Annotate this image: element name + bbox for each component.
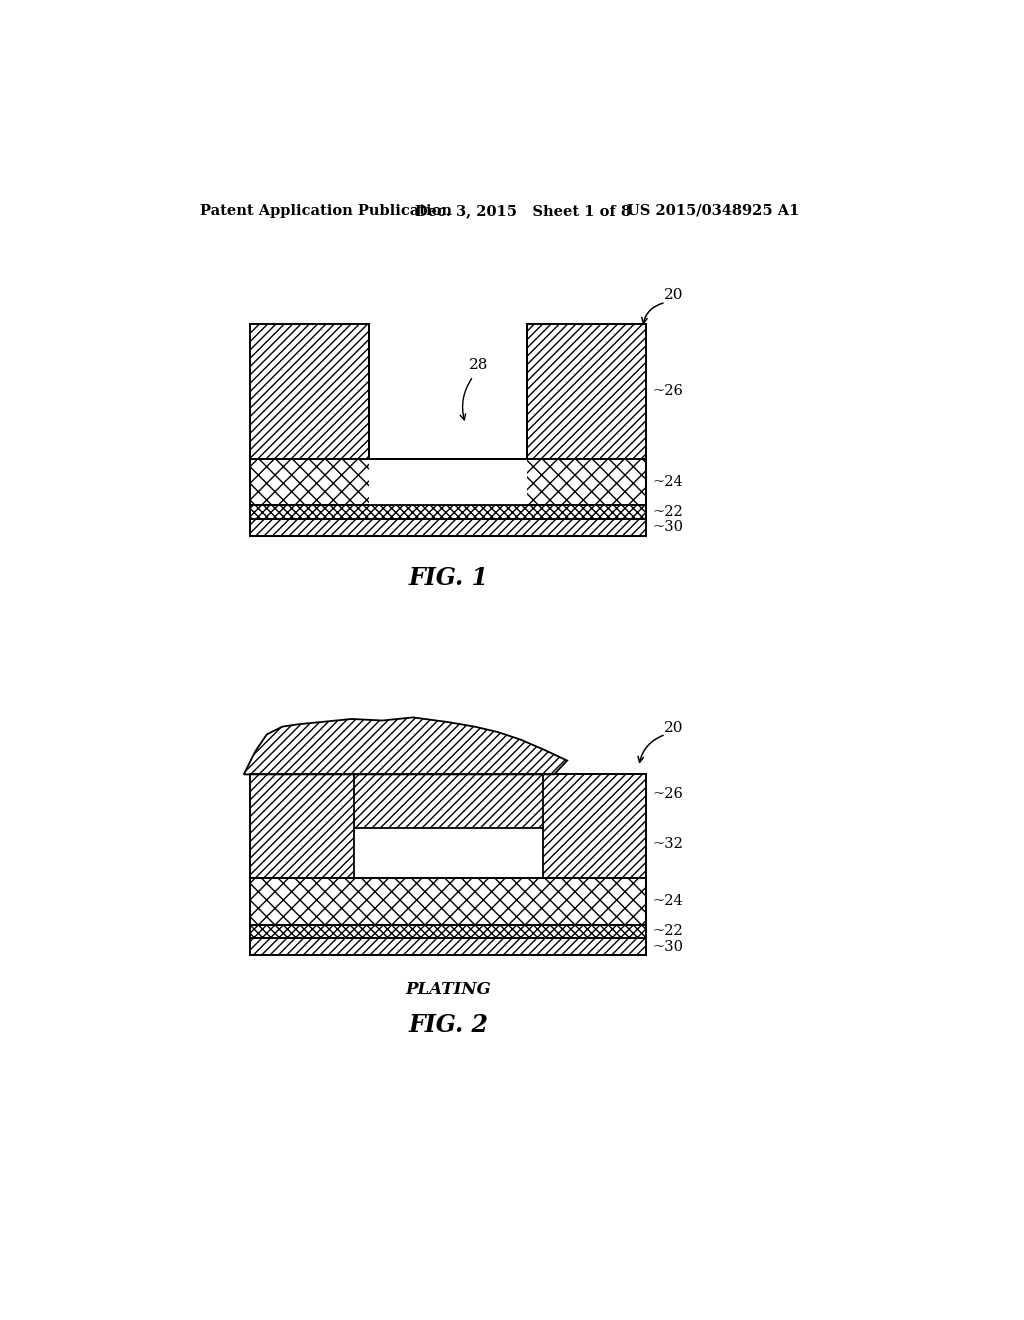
Text: FIG. 2: FIG. 2 bbox=[409, 1012, 488, 1036]
Bar bbox=[250, 775, 646, 878]
Text: ~30: ~30 bbox=[652, 940, 684, 954]
Bar bbox=[250, 519, 646, 536]
Polygon shape bbox=[244, 718, 567, 775]
Text: ~22: ~22 bbox=[652, 504, 683, 519]
Text: ~24: ~24 bbox=[652, 475, 683, 488]
Text: 36: 36 bbox=[281, 733, 299, 747]
Text: ~26: ~26 bbox=[652, 384, 683, 399]
Text: 20: 20 bbox=[665, 721, 684, 735]
Text: ~24: ~24 bbox=[652, 895, 683, 908]
Text: ~26: ~26 bbox=[652, 787, 683, 801]
Bar bbox=[250, 939, 646, 956]
Text: Dec. 3, 2015   Sheet 1 of 8: Dec. 3, 2015 Sheet 1 of 8 bbox=[416, 203, 632, 218]
Bar bbox=[250, 323, 370, 459]
Text: US 2015/0348925 A1: US 2015/0348925 A1 bbox=[628, 203, 800, 218]
Bar bbox=[250, 506, 646, 519]
Text: 28: 28 bbox=[469, 358, 488, 372]
Bar bbox=[370, 459, 527, 506]
Bar bbox=[250, 924, 646, 939]
Text: ~30: ~30 bbox=[652, 520, 684, 535]
Text: FIG. 1: FIG. 1 bbox=[409, 566, 488, 590]
Text: PLATING: PLATING bbox=[406, 982, 492, 998]
Text: 34: 34 bbox=[431, 727, 450, 742]
Bar bbox=[250, 878, 646, 924]
Text: 20: 20 bbox=[665, 289, 684, 302]
Bar bbox=[354, 829, 543, 878]
Bar bbox=[250, 459, 646, 506]
Bar bbox=[527, 323, 646, 459]
Text: Patent Application Publication: Patent Application Publication bbox=[200, 203, 452, 218]
Text: ~32: ~32 bbox=[652, 837, 683, 850]
Text: ~22: ~22 bbox=[652, 924, 683, 939]
